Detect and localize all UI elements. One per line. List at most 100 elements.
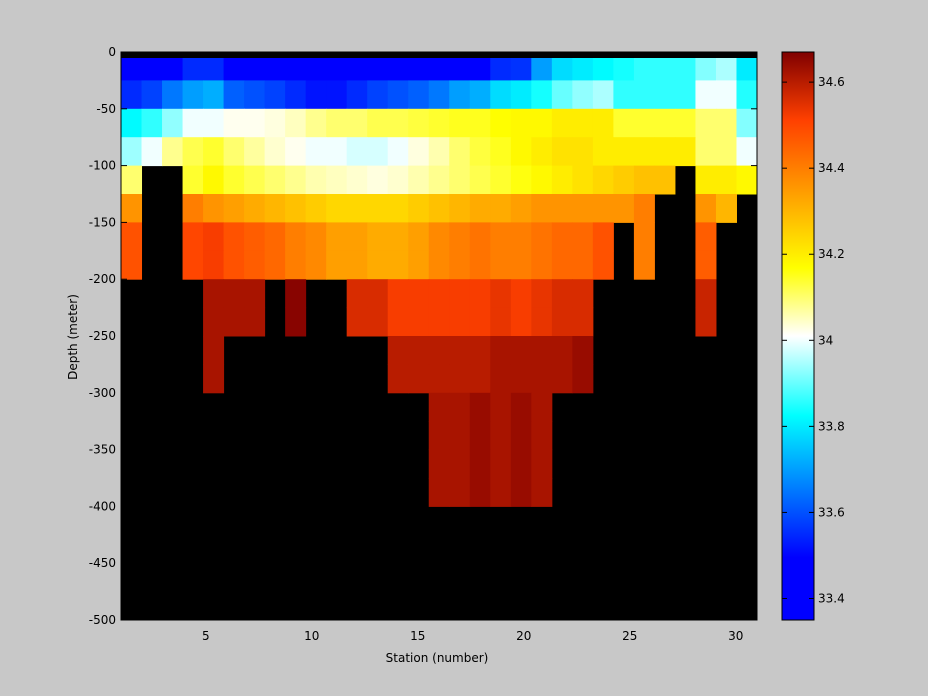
heatmap-cell <box>551 222 573 252</box>
heatmap-cell <box>551 194 573 223</box>
heatmap-cell <box>203 250 225 280</box>
heatmap-cell <box>223 279 245 309</box>
heatmap-cell <box>244 58 266 81</box>
heatmap-cell <box>285 222 307 252</box>
heatmap-cell <box>613 108 635 138</box>
heatmap-cell <box>387 58 409 81</box>
heatmap-cell <box>633 58 655 81</box>
heatmap-cell <box>408 250 430 280</box>
heatmap-cell <box>387 336 409 365</box>
heatmap-cell <box>387 279 409 309</box>
colorbar-ticks: 33.4 33.6 33.8 34 34.2 34.4 34.6 <box>782 75 845 605</box>
heatmap-cell <box>305 222 327 252</box>
heatmap-cell <box>633 80 655 110</box>
heatmap-cell <box>408 80 430 110</box>
heatmap-cell <box>613 58 635 81</box>
heatmap-cell <box>428 421 450 451</box>
heatmap-cell <box>203 58 225 81</box>
heatmap-cell <box>695 279 717 309</box>
heatmap-cell <box>203 165 225 195</box>
heatmap-cell <box>244 307 266 337</box>
heatmap-cell <box>613 194 635 223</box>
heatmap-cell <box>490 449 512 479</box>
heatmap-cell <box>510 250 532 280</box>
heatmap-cell <box>203 80 225 110</box>
heatmap-cell <box>490 392 512 422</box>
heatmap-cell <box>674 58 696 81</box>
heatmap-cell <box>121 58 143 81</box>
heatmap-cell <box>449 108 471 138</box>
heatmap-cell <box>572 222 594 252</box>
heatmap-cell <box>490 250 512 280</box>
heatmap-cell <box>531 108 553 138</box>
heatmap-cell <box>490 80 512 110</box>
heatmap-cell <box>244 222 266 252</box>
colorbar-tick-label: 34.2 <box>818 247 845 261</box>
heatmap-cell <box>428 336 450 365</box>
heatmap-cell <box>428 108 450 138</box>
heatmap-cell <box>244 165 266 195</box>
heatmap-cell <box>551 279 573 309</box>
heatmap-cell <box>490 478 512 507</box>
heatmap-cell <box>408 307 430 337</box>
heatmap-cell <box>141 80 163 110</box>
heatmap-cell <box>428 58 450 81</box>
heatmap-cell <box>654 80 676 110</box>
heatmap-cell <box>531 279 553 309</box>
heatmap-cell <box>223 165 245 195</box>
y-tick-label: 0 <box>108 45 116 59</box>
heatmap-cell <box>346 222 368 252</box>
heatmap-cell <box>244 80 266 110</box>
heatmap-cell <box>223 194 245 223</box>
heatmap-cell <box>531 421 553 451</box>
heatmap-cell <box>510 421 532 451</box>
heatmap-cell <box>223 58 245 81</box>
heatmap-cell <box>531 392 553 422</box>
colorbar-tick-label: 33.6 <box>818 505 845 519</box>
heatmap-cell <box>695 250 717 280</box>
heatmap-cell <box>387 364 409 394</box>
heatmap-cell <box>633 222 655 252</box>
heatmap-cell <box>244 137 266 167</box>
heatmap-cell <box>428 250 450 280</box>
heatmap-cell <box>285 137 307 167</box>
heatmap-cell <box>469 478 491 507</box>
heatmap-cell <box>633 137 655 167</box>
heatmap-cell <box>736 58 758 81</box>
heatmap-cell <box>346 307 368 337</box>
heatmap-cell <box>736 137 758 167</box>
heatmap-cell <box>572 80 594 110</box>
heatmap-cell <box>408 279 430 309</box>
heatmap-cell <box>551 307 573 337</box>
heatmap-cell <box>449 336 471 365</box>
heatmap-cell <box>326 222 348 252</box>
heatmap-cell <box>449 194 471 223</box>
heatmap-cell <box>387 137 409 167</box>
heatmap-cell <box>695 222 717 252</box>
heatmap-cell <box>572 336 594 365</box>
heatmap-cell <box>510 137 532 167</box>
heatmap-cell <box>408 58 430 81</box>
heatmap-cell <box>408 222 430 252</box>
heatmap-cell <box>326 58 348 81</box>
heatmap-cell <box>654 108 676 138</box>
y-tick-label: -300 <box>89 386 116 400</box>
heatmap-cell <box>305 250 327 280</box>
heatmap-cell <box>572 108 594 138</box>
x-axis-ticks: 5 10 15 20 25 30 <box>202 52 743 643</box>
heatmap-cell <box>244 250 266 280</box>
x-axis-label: Station (number) <box>386 651 489 665</box>
heatmap-cell <box>162 58 184 81</box>
y-tick-label: -450 <box>89 556 116 570</box>
heatmap-cell <box>408 137 430 167</box>
heatmap-cell <box>428 478 450 507</box>
heatmap-cell <box>469 279 491 309</box>
heatmap-cell <box>346 108 368 138</box>
heatmap-cell <box>449 364 471 394</box>
heatmap-cell <box>490 165 512 195</box>
heatmap-cell <box>449 449 471 479</box>
heatmap-cell <box>244 194 266 223</box>
heatmap-cell <box>162 80 184 110</box>
heatmap-cell <box>592 194 614 223</box>
heatmap-cell <box>264 165 286 195</box>
